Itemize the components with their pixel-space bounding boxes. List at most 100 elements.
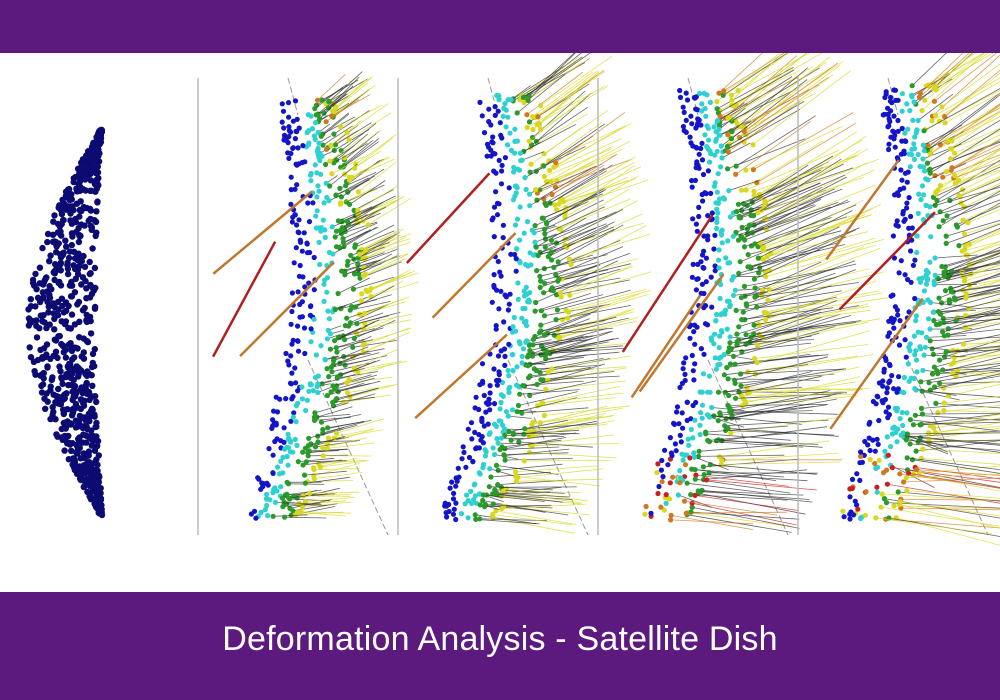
node-point [541, 163, 547, 169]
node-point [692, 322, 698, 328]
displacement-vector [365, 253, 409, 275]
displacement-vector [508, 415, 532, 419]
node-point [331, 160, 337, 166]
dish-point [52, 399, 59, 406]
node-point [493, 323, 499, 329]
node-point [696, 204, 702, 210]
node-point [701, 472, 707, 478]
dish-point [31, 282, 38, 289]
displacement-vector [337, 371, 378, 379]
node-point [872, 448, 878, 454]
node-point [876, 417, 882, 424]
node-point [304, 240, 310, 246]
node-point [527, 169, 533, 175]
node-point [692, 467, 698, 473]
node-point [733, 171, 739, 177]
node-point [918, 346, 924, 352]
displacement-vector [351, 294, 392, 307]
dish-point [80, 252, 87, 260]
node-point [300, 493, 306, 499]
displacement-vector [548, 127, 623, 162]
node-point [301, 230, 307, 236]
displacement-vector [700, 491, 810, 500]
node-point [280, 454, 286, 460]
displacement-vector [709, 416, 745, 428]
node-point [331, 131, 337, 137]
node-point [446, 508, 452, 515]
displacement-vector [536, 93, 592, 142]
displacement-vector [906, 490, 1000, 499]
displacement-vector [567, 293, 649, 319]
node-point [699, 140, 705, 146]
node-point [494, 287, 500, 293]
displacement-vector [357, 360, 407, 373]
dish-point [65, 324, 72, 332]
displacement-vector [924, 354, 966, 357]
node-point [698, 290, 704, 296]
displacement-vector [906, 473, 1000, 479]
node-point [908, 248, 914, 254]
node-point [706, 470, 712, 476]
dish-point [87, 412, 95, 419]
node-point [344, 315, 350, 321]
node-point [538, 103, 544, 109]
node-point [568, 262, 574, 268]
dish-point [60, 309, 68, 316]
node-point [505, 142, 511, 148]
node-point [306, 219, 313, 225]
node-point [468, 420, 475, 426]
node-point [494, 382, 500, 388]
displacement-vector [333, 142, 368, 164]
displacement-vector [728, 428, 839, 437]
node-point [352, 242, 358, 248]
node-point [921, 192, 927, 198]
node-point [508, 437, 514, 443]
node-point [272, 485, 278, 491]
dish-point [39, 318, 46, 325]
node-point [900, 208, 906, 215]
node-point [700, 371, 707, 377]
displacement-vector [307, 480, 354, 482]
node-point [884, 434, 890, 440]
node-point [491, 272, 497, 278]
displacement-vector [936, 159, 1000, 201]
node-point [505, 307, 511, 313]
node-point [294, 182, 300, 188]
displacement-vector [695, 469, 784, 478]
node-point [738, 124, 744, 130]
node-point [322, 357, 328, 363]
displacement-vector [957, 338, 1000, 352]
displacement-vector [551, 211, 617, 241]
displacement-vector [361, 301, 407, 316]
displacement-vector [966, 243, 1000, 256]
displacement-vector [706, 479, 817, 491]
node-point [956, 243, 962, 249]
node-point [318, 133, 324, 139]
node-point [873, 465, 879, 471]
node-point [553, 159, 559, 166]
node-point [714, 189, 720, 195]
displacement-vector [743, 62, 839, 132]
node-point [493, 189, 499, 195]
undeformed-dish [25, 126, 106, 519]
node-point [895, 489, 901, 495]
node-point [908, 375, 914, 381]
node-point [294, 116, 300, 122]
displacement-vector [565, 288, 647, 311]
node-point [885, 415, 891, 421]
node-point [679, 410, 685, 416]
node-point [480, 440, 486, 446]
node-point [490, 511, 496, 518]
displacement-vector [356, 311, 401, 325]
node-point [537, 420, 543, 426]
node-point [548, 249, 555, 255]
displacement-vector [929, 111, 1000, 155]
node-point [884, 390, 890, 396]
displacement-vector [692, 507, 800, 529]
node-point [282, 514, 288, 520]
displacement-vector [899, 473, 1000, 489]
node-point [910, 422, 917, 428]
dish-point [40, 312, 47, 319]
node-point [526, 119, 533, 125]
displacement-vector [967, 208, 1000, 224]
